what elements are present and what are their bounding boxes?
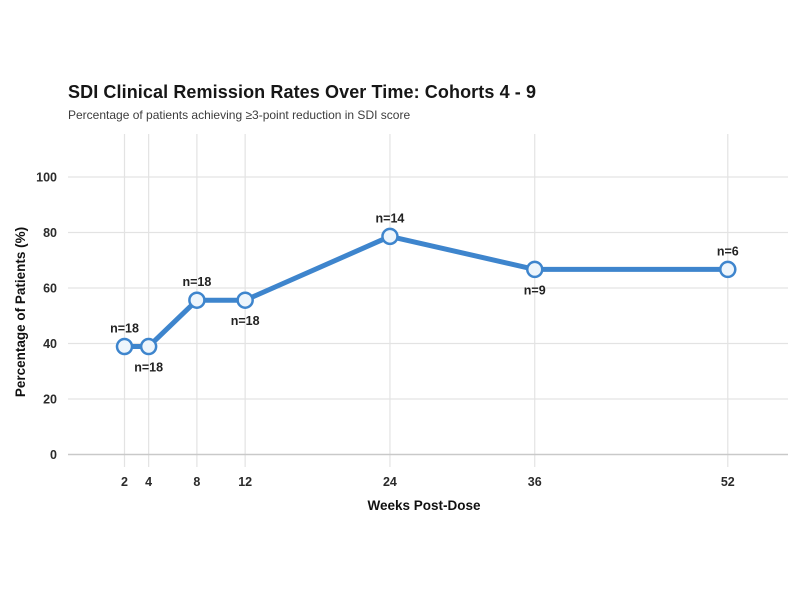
svg-text:n=6: n=6	[717, 244, 739, 258]
chart-title: SDI Clinical Remission Rates Over Time: …	[68, 82, 537, 102]
svg-text:2: 2	[121, 475, 128, 489]
svg-text:n=18: n=18	[182, 275, 211, 289]
svg-text:4: 4	[145, 475, 152, 489]
svg-text:0: 0	[50, 448, 57, 462]
svg-text:Percentage of Patients (%): Percentage of Patients (%)	[13, 227, 28, 397]
svg-text:n=9: n=9	[524, 283, 546, 297]
point-annotations-group: n=18 n=18 n=18 n=18 n=14 n=9 n=6	[110, 211, 739, 374]
svg-text:n=18: n=18	[231, 314, 260, 328]
svg-text:20: 20	[43, 393, 57, 407]
gridlines-group	[68, 134, 788, 467]
data-markers-group	[115, 227, 737, 356]
svg-text:52: 52	[721, 475, 735, 489]
svg-text:n=18: n=18	[134, 361, 163, 375]
svg-text:40: 40	[43, 337, 57, 351]
svg-text:36: 36	[528, 475, 542, 489]
svg-text:100: 100	[36, 171, 57, 185]
svg-text:8: 8	[193, 475, 200, 489]
svg-text:n=18: n=18	[110, 322, 139, 336]
chart-subtitle: Percentage of patients achieving ≥3-poin…	[68, 108, 411, 122]
axis-titles-group: Weeks Post-Dose Percentage of Patients (%…	[13, 227, 481, 513]
svg-text:24: 24	[383, 475, 397, 489]
svg-text:n=14: n=14	[376, 211, 405, 225]
svg-text:12: 12	[238, 475, 252, 489]
svg-text:Weeks Post-Dose: Weeks Post-Dose	[367, 498, 481, 513]
svg-text:60: 60	[43, 282, 57, 296]
data-line-group	[122, 233, 731, 350]
svg-text:80: 80	[43, 226, 57, 240]
